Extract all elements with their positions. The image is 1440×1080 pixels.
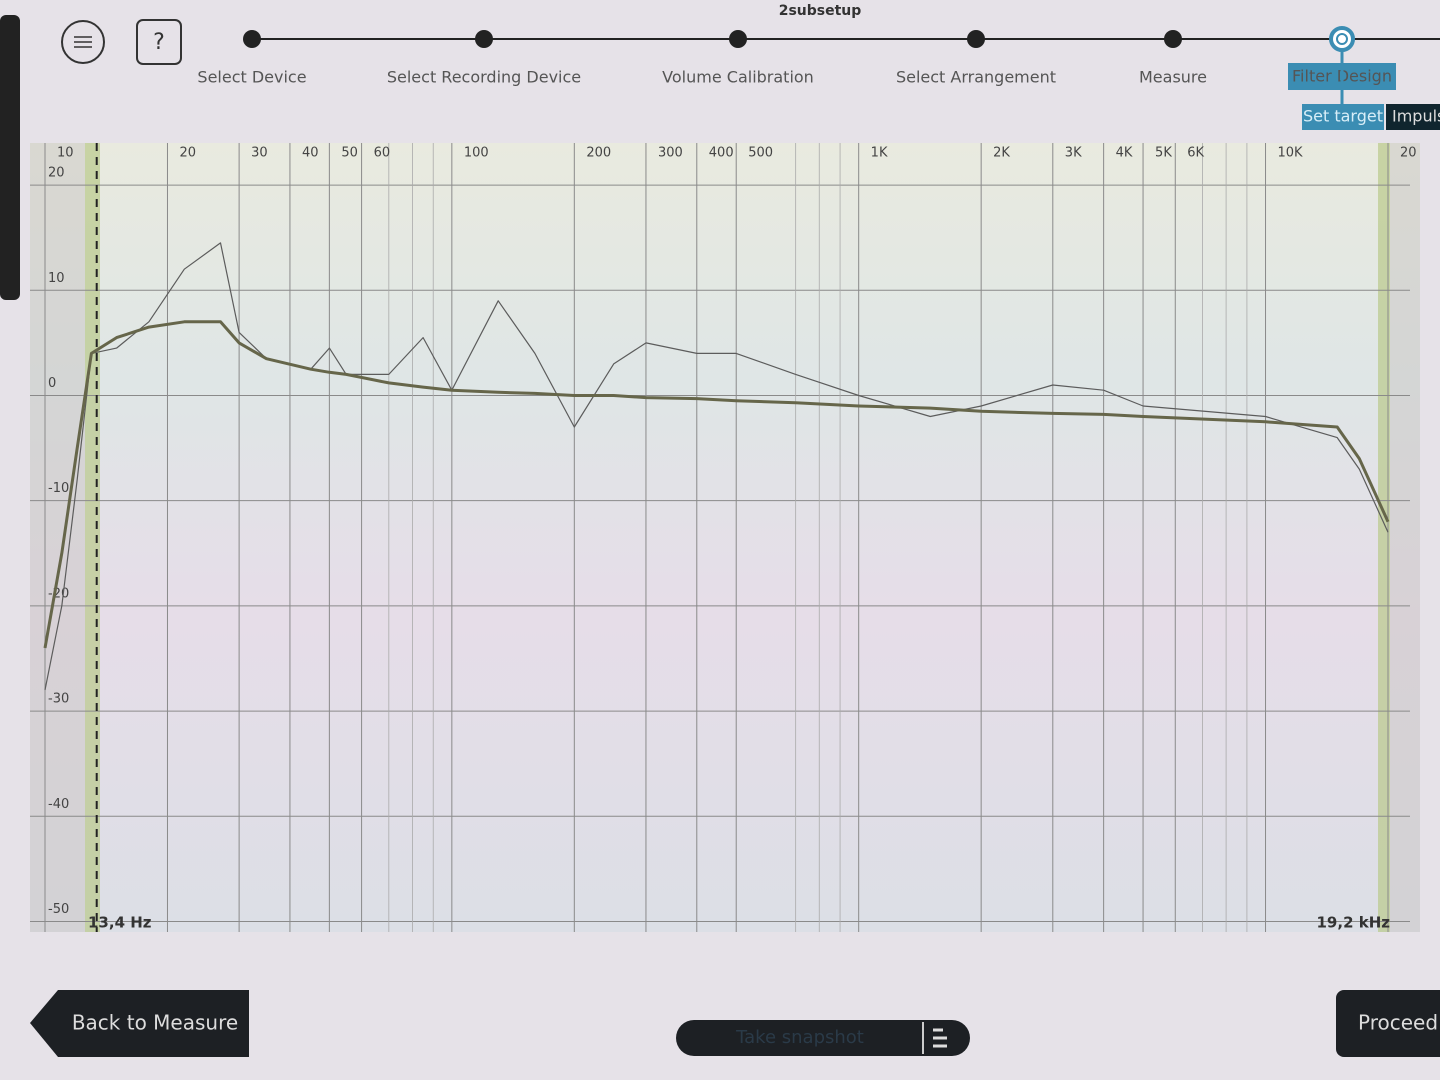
tab-set-target[interactable] — [1302, 104, 1384, 130]
step-dot — [243, 30, 261, 48]
step-dot — [967, 30, 985, 48]
x-tick-label: 6K — [1187, 146, 1204, 161]
x-tick-label: 300 — [658, 146, 683, 161]
back-label: Back to Measure — [72, 1011, 238, 1035]
plot: -50 -40 -30 -20 -10 0 10 20 10 20 30 40 50 60 100 200 30… — [30, 143, 1417, 932]
proceed-label: Proceed t — [1358, 1011, 1440, 1035]
tab-label: Set target — [1303, 107, 1383, 126]
x-tick-label: 40 — [302, 146, 319, 161]
limit-band-high — [1378, 143, 1390, 932]
y-tick-label: 20 — [48, 166, 65, 181]
x-tick-label: 20 — [1400, 146, 1417, 161]
x-tick-label: 50 — [341, 146, 358, 161]
snapshot-label: Take snapshot — [735, 1027, 864, 1048]
step-dot — [475, 30, 493, 48]
x-tick-label: 30 — [251, 146, 268, 161]
x-tick-label: 500 — [748, 146, 773, 161]
help-icon: ? — [153, 30, 165, 55]
steps: Select Device Select Recording Device Volu… — [197, 26, 1396, 90]
step-dot — [729, 30, 747, 48]
response-curve — [43, 320, 1390, 649]
x-tick-label: 200 — [586, 146, 611, 161]
x-tick-label: 4K — [1116, 146, 1133, 161]
x-tick-label: 20 — [179, 146, 196, 161]
x-tick-label: 3K — [1065, 146, 1082, 161]
back-button[interactable] — [30, 990, 249, 1057]
excluded-low — [30, 143, 85, 932]
x-tick-label: 100 — [464, 146, 489, 161]
step-dot-active — [1329, 26, 1355, 52]
x-tick-label: 5K — [1155, 146, 1172, 161]
response-curve — [44, 242, 1389, 691]
menu-button[interactable] — [61, 20, 105, 64]
x-tick-label: 10K — [1278, 146, 1304, 161]
snapshot-icon — [933, 1028, 947, 1048]
excluded-high — [1390, 143, 1420, 932]
x-tick-label: 60 — [374, 146, 391, 161]
y-tick-label: -20 — [48, 586, 69, 601]
step-label: Volume Calibration — [662, 68, 814, 87]
step-dot — [1164, 30, 1182, 48]
x-tick-label: 2K — [993, 146, 1010, 161]
limit-label: 13,4 Hz — [88, 914, 152, 932]
y-tick-label: 0 — [48, 376, 56, 391]
tab-impulse[interactable] — [1386, 104, 1440, 130]
y-tick-label: 10 — [48, 271, 65, 286]
step-label: Select Device — [197, 68, 306, 87]
tab-label: Impuls — [1392, 107, 1440, 126]
project-title: 2subsetup — [779, 3, 862, 19]
y-tick-label: -10 — [48, 481, 69, 496]
help-button[interactable] — [136, 19, 182, 65]
limit-label: 19,2 kHz — [1317, 914, 1391, 932]
x-tick-label: 10 — [57, 146, 74, 161]
x-tick-label: 400 — [709, 146, 734, 161]
step-dot-inner — [1336, 33, 1348, 45]
snapshot-button[interactable] — [676, 1020, 970, 1056]
proceed-button[interactable] — [1336, 990, 1440, 1057]
y-tick-label: -30 — [48, 692, 69, 707]
limit-band-low — [85, 143, 100, 932]
y-tick-label: -50 — [48, 902, 69, 917]
plot-area — [30, 143, 1420, 932]
menu-icon — [74, 36, 92, 48]
step-label: Select Recording Device — [387, 68, 581, 87]
step-label: Select Arrangement — [896, 68, 1056, 87]
device-edge — [0, 15, 20, 300]
step-label: Measure — [1139, 68, 1207, 87]
y-tick-label: -40 — [48, 797, 69, 812]
x-tick-label: 1K — [871, 146, 888, 161]
